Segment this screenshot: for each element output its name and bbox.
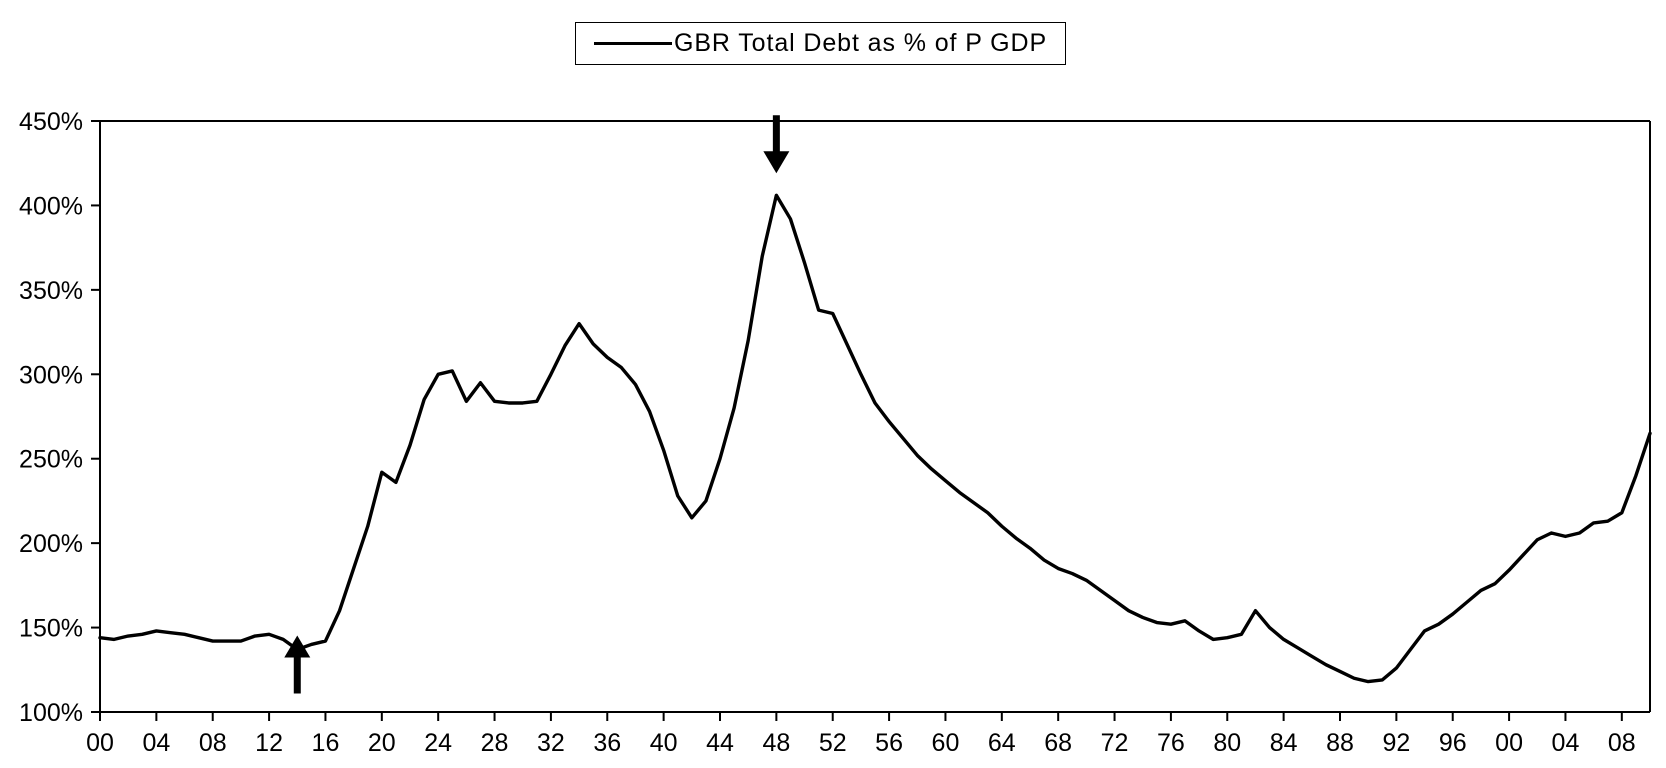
x-tick-label: 16	[312, 729, 340, 757]
arrow-head	[284, 635, 311, 658]
y-tick-group	[91, 120, 100, 713]
arrow-head	[763, 151, 790, 174]
x-tick-label: 84	[1270, 729, 1298, 757]
chart-legend: GBR Total Debt as % of P GDP	[575, 22, 1066, 65]
y-tick-label: 350%	[19, 277, 83, 305]
x-tick-label: 08	[1608, 729, 1636, 757]
x-tick-label: 76	[1157, 729, 1185, 757]
legend-label: GBR Total Debt as % of P GDP	[674, 29, 1048, 57]
x-tick-label: 00	[1495, 729, 1523, 757]
y-tick-label: 400%	[19, 192, 83, 220]
x-tick-label: 04	[142, 729, 170, 757]
x-tick-label: 00	[86, 729, 114, 757]
x-tick-label: 68	[1044, 729, 1072, 757]
x-tick-label: 12	[255, 729, 283, 757]
x-tick-label: 72	[1101, 729, 1129, 757]
x-tick-label: 44	[706, 729, 734, 757]
x-tick-label: 56	[875, 729, 903, 757]
x-tick-label: 20	[368, 729, 396, 757]
y-tick-label: 450%	[19, 108, 83, 136]
x-tick-label: 52	[819, 729, 847, 757]
x-tick-label: 40	[650, 729, 678, 757]
x-tick-label-group: 00 04 08 12 16 20 24 28 32 36 40 44 48 52 56 60 64 68 72 76…	[86, 729, 1636, 757]
x-tick-label: 60	[932, 729, 960, 757]
x-tick-label: 80	[1213, 729, 1241, 757]
annotation-group	[284, 115, 790, 694]
x-tick-label: 88	[1326, 729, 1354, 757]
x-tick-label: 28	[481, 729, 509, 757]
x-tick-label: 08	[199, 729, 227, 757]
y-tick-label: 300%	[19, 361, 83, 389]
y-tick-label-group: 100% 150% 200% 250% 300% 350% 400% 450%	[19, 108, 83, 727]
x-tick-group	[99, 712, 1623, 721]
arrow-up-1914	[284, 635, 311, 694]
x-tick-label: 92	[1382, 729, 1410, 757]
x-tick-label: 32	[537, 729, 565, 757]
x-tick-label: 04	[1552, 729, 1580, 757]
y-tick-label: 150%	[19, 615, 83, 643]
y-tick-label: 200%	[19, 530, 83, 558]
y-tick-label: 100%	[19, 699, 83, 727]
plot-top-border	[100, 120, 1651, 712]
x-tick-label: 48	[762, 729, 790, 757]
arrow-down-1948	[763, 115, 790, 174]
x-tick-label: 24	[424, 729, 452, 757]
x-tick-label: 96	[1439, 729, 1467, 757]
y-tick-label: 250%	[19, 446, 83, 474]
series-line-gbr-total-debt	[98, 193, 1652, 684]
x-tick-label: 36	[593, 729, 621, 757]
legend-line-swatch	[594, 42, 672, 45]
x-tick-label: 64	[988, 729, 1016, 757]
